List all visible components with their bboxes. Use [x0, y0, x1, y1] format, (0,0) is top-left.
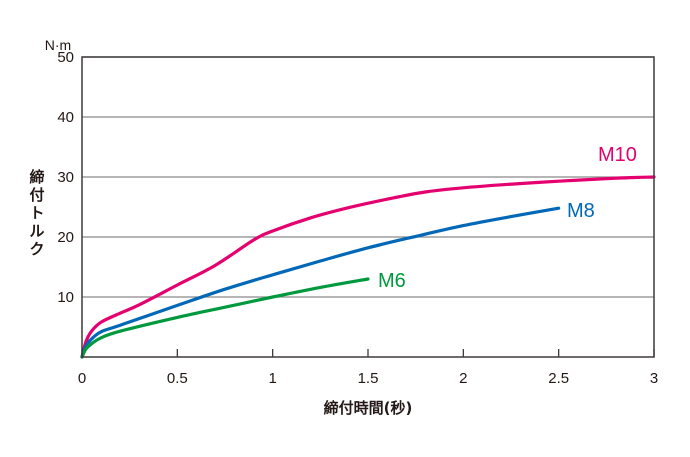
x-tick-label: 2.5	[548, 370, 569, 387]
y-tick-labels: 10 20 30 40 50	[57, 49, 74, 306]
series-line-m8	[80, 206, 561, 359]
x-tick-labels: 0 0.5 1 1.5 2 2.5 3	[78, 370, 658, 387]
y-axis-title-char: ル	[29, 222, 44, 240]
plot-frame	[81, 56, 655, 358]
x-tick-label: 3	[650, 370, 658, 387]
series-label-m8: M8	[567, 200, 595, 222]
series-label-m10: M10	[598, 144, 637, 166]
x-axis-title: 締付時間(秒)	[324, 399, 413, 417]
y-tick-label: 20	[57, 229, 74, 246]
y-tick-label: 10	[57, 289, 74, 306]
y-axis-title-char: ク	[29, 240, 44, 258]
series-labels: M10 M8 M6	[378, 144, 637, 292]
series-line-m6	[80, 277, 370, 359]
x-tick-label: 1	[268, 370, 276, 387]
x-tick-label: 2	[459, 370, 467, 387]
y-unit-label: N·m	[45, 37, 71, 53]
x-tick-label: 1.5	[358, 370, 379, 387]
y-axis-title-char: 付	[29, 186, 44, 204]
y-axis-title-char: ト	[29, 204, 44, 222]
series-label-m6: M6	[378, 270, 406, 292]
y-tick-label: 50	[57, 49, 74, 66]
y-tick-label: 30	[57, 169, 74, 186]
y-axis-title-char: 締	[29, 168, 44, 186]
x-tick-label: 0.5	[167, 370, 188, 387]
series-lines	[80, 175, 656, 359]
gridlines	[82, 56, 654, 298]
y-tick-label: 40	[57, 109, 74, 126]
series-line-m10	[80, 175, 656, 359]
x-tick-label: 0	[78, 370, 86, 387]
